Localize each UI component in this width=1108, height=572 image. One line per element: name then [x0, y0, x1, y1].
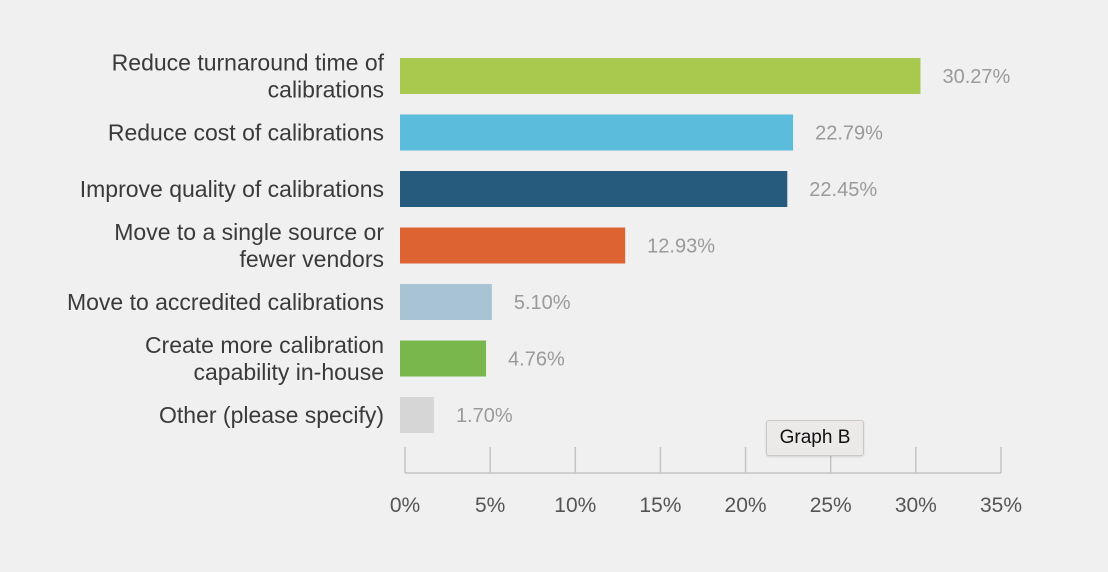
value-labels-group: 30.27% 22.79% 22.45% 12.93% 5.10% 4.76% 1.70% — [456, 66, 1011, 427]
x-axis: 0% 5% 10% 15% 20% 25% 30% 35% — [390, 447, 1022, 517]
x-tick-label: 25% — [810, 494, 852, 517]
bar — [400, 58, 921, 94]
value-label: 1.70% — [456, 405, 513, 427]
category-label: capability in-house — [193, 359, 384, 385]
bar — [400, 114, 794, 151]
x-tick-label: 15% — [639, 494, 681, 517]
bar — [400, 171, 788, 207]
category-label: Move to a single source or — [114, 219, 384, 245]
category-label: calibrations — [268, 77, 384, 103]
bar — [400, 227, 626, 264]
category-label: fewer vendors — [240, 246, 384, 272]
category-label: Move to accredited calibrations — [67, 289, 384, 315]
x-tick-label: 5% — [475, 494, 505, 517]
value-label: 22.45% — [809, 179, 877, 201]
value-label: 5.10% — [514, 292, 571, 314]
category-label: Reduce turnaround time of — [112, 50, 385, 76]
value-label: 22.79% — [815, 123, 883, 145]
x-tick-label: 20% — [725, 494, 767, 517]
bars-group — [400, 58, 921, 433]
x-tick-label: 30% — [895, 494, 937, 517]
value-label: 4.76% — [508, 349, 565, 371]
category-label: Improve quality of calibrations — [80, 176, 384, 202]
bar — [400, 397, 434, 433]
value-label: 30.27% — [942, 66, 1010, 88]
x-tick-label: 0% — [390, 494, 420, 517]
category-label: Reduce cost of calibrations — [108, 120, 384, 146]
x-tick-label: 10% — [554, 494, 596, 517]
value-label: 12.93% — [647, 236, 715, 258]
x-tick-label: 35% — [980, 494, 1022, 517]
category-label: Other (please specify) — [159, 402, 384, 428]
bar — [400, 340, 487, 377]
graph-tooltip: Graph B — [766, 420, 864, 456]
category-label: Create more calibration — [145, 332, 384, 358]
bar — [400, 284, 492, 320]
